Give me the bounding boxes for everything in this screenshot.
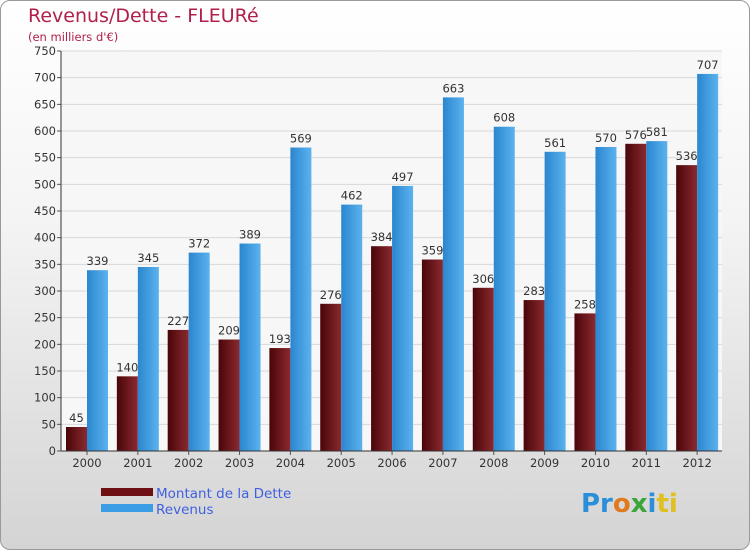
y-tick-label: 500 bbox=[34, 177, 56, 191]
legend-swatch-revenue bbox=[101, 504, 153, 512]
x-tick-label: 2002 bbox=[174, 456, 203, 470]
y-tick-label: 350 bbox=[34, 257, 56, 271]
y-tick-label: 700 bbox=[34, 71, 56, 85]
bar-debt bbox=[676, 165, 698, 451]
bar-revenue bbox=[493, 126, 515, 451]
data-label-revenue: 570 bbox=[595, 131, 617, 145]
data-label-revenue: 497 bbox=[392, 170, 414, 184]
y-tick-label: 250 bbox=[34, 311, 56, 325]
bar-revenue bbox=[290, 147, 312, 452]
data-label-debt: 576 bbox=[625, 128, 647, 142]
x-tick-label: 2007 bbox=[428, 456, 457, 470]
data-label-debt: 45 bbox=[69, 411, 84, 425]
bar-revenue bbox=[341, 204, 363, 451]
data-label-revenue: 707 bbox=[697, 58, 719, 72]
bar-revenue bbox=[697, 73, 719, 451]
proxiti-logo: Proxiti bbox=[581, 489, 678, 519]
bar-revenue bbox=[392, 185, 414, 451]
y-tick-label: 650 bbox=[34, 97, 56, 111]
chart-subtitle: (en milliers d'€) bbox=[28, 30, 119, 44]
x-tick-label: 2010 bbox=[581, 456, 610, 470]
data-label-debt: 227 bbox=[167, 314, 189, 328]
bar-debt bbox=[269, 348, 291, 451]
data-label-revenue: 372 bbox=[188, 237, 210, 251]
data-label-revenue: 608 bbox=[493, 111, 515, 125]
data-label-revenue: 389 bbox=[239, 228, 261, 242]
bar-revenue bbox=[87, 270, 108, 451]
chart-title: Revenus/Dette - FLEURé bbox=[28, 5, 259, 27]
x-tick-label: 2000 bbox=[72, 456, 101, 470]
x-tick-label: 2004 bbox=[276, 456, 305, 470]
bar-debt bbox=[116, 376, 138, 451]
data-label-revenue: 569 bbox=[290, 132, 312, 146]
data-label-debt: 140 bbox=[116, 360, 138, 374]
bar-debt bbox=[421, 259, 443, 451]
bar-revenue bbox=[137, 267, 159, 451]
data-label-debt: 536 bbox=[676, 149, 698, 163]
bar-debt bbox=[320, 303, 342, 451]
y-tick-label: 450 bbox=[34, 204, 56, 218]
y-tick-label: 150 bbox=[34, 364, 56, 378]
x-tick-label: 2008 bbox=[479, 456, 508, 470]
legend-swatch-debt bbox=[101, 488, 153, 496]
data-label-revenue: 345 bbox=[137, 251, 159, 265]
bar-revenue bbox=[442, 97, 464, 452]
data-label-revenue: 581 bbox=[646, 125, 668, 139]
bar-revenue bbox=[646, 141, 668, 451]
data-label-debt: 306 bbox=[472, 272, 494, 286]
bar-revenue bbox=[188, 252, 210, 451]
x-tick-label: 2001 bbox=[123, 456, 152, 470]
bar-revenue bbox=[239, 243, 261, 451]
data-label-debt: 258 bbox=[574, 297, 596, 311]
x-tick-label: 2003 bbox=[225, 456, 254, 470]
data-label-debt: 276 bbox=[320, 288, 342, 302]
data-label-debt: 384 bbox=[371, 230, 393, 244]
bar-debt bbox=[167, 329, 189, 451]
bar-debt bbox=[218, 339, 240, 451]
y-tick-label: 200 bbox=[34, 337, 56, 351]
y-tick-label: 300 bbox=[34, 284, 56, 298]
data-label-debt: 193 bbox=[269, 332, 291, 346]
data-label-revenue: 561 bbox=[544, 136, 566, 150]
bar-debt bbox=[523, 300, 545, 451]
y-tick-label: 400 bbox=[34, 231, 56, 245]
bar-debt bbox=[625, 143, 647, 452]
data-label-revenue: 663 bbox=[442, 81, 464, 95]
legend-label-debt: Montant de la Dette bbox=[156, 486, 292, 502]
data-label-debt: 359 bbox=[421, 244, 443, 258]
x-tick-label: 2006 bbox=[377, 456, 406, 470]
y-tick-label: 550 bbox=[34, 151, 56, 165]
bar-revenue bbox=[544, 151, 566, 452]
bar-debt bbox=[472, 287, 494, 451]
bar-debt bbox=[574, 313, 596, 451]
y-tick-label: 50 bbox=[41, 417, 56, 431]
bar-revenue bbox=[595, 147, 617, 451]
x-tick-label: 2011 bbox=[632, 456, 661, 470]
x-tick-label: 2005 bbox=[327, 456, 356, 470]
bar-debt bbox=[371, 246, 393, 451]
y-tick-label: 100 bbox=[34, 391, 56, 405]
legend-label-revenue: Revenus bbox=[156, 502, 214, 518]
y-tick-label: 600 bbox=[34, 124, 56, 138]
data-label-debt: 209 bbox=[218, 324, 240, 338]
x-tick-label: 2012 bbox=[683, 456, 712, 470]
data-label-revenue: 462 bbox=[341, 189, 363, 203]
data-label-revenue: 339 bbox=[87, 254, 109, 268]
x-tick-label: 2009 bbox=[530, 456, 559, 470]
y-tick-label: 0 bbox=[49, 444, 56, 458]
data-label-debt: 283 bbox=[523, 284, 545, 298]
y-tick-label: 750 bbox=[34, 44, 56, 58]
bar-debt bbox=[66, 427, 87, 451]
